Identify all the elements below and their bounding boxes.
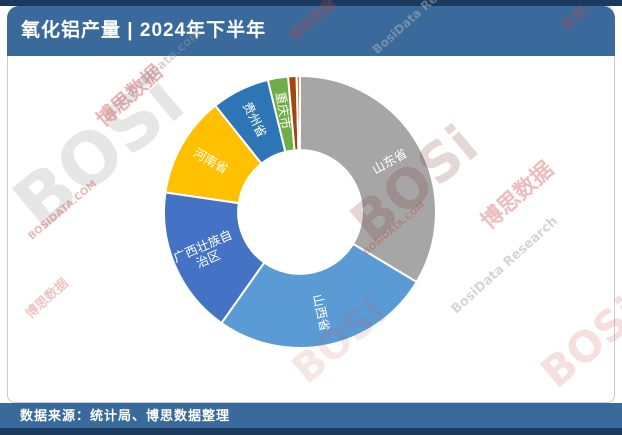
footer-bar: 数据来源：统计局、博思数据整理 [0, 403, 622, 428]
header-bar: 氧化铝产量 | 2024年下半年 [7, 6, 615, 56]
data-source-note: 数据来源：统计局、博思数据整理 [20, 408, 231, 423]
bottom-frame-strip [0, 428, 622, 435]
slice-label-重庆市: 重庆市 [273, 91, 294, 130]
donut-segment-small-7 [295, 75, 301, 152]
top-frame-strip [0, 0, 622, 6]
donut-segment-山东省 [299, 75, 437, 283]
donut-segments-group [163, 75, 437, 349]
donut-segment-广西壮族自治区 [163, 191, 266, 325]
page-title: 氧化铝产量 | 2024年下半年 [21, 20, 267, 41]
donut-segment-山西省 [220, 242, 418, 349]
